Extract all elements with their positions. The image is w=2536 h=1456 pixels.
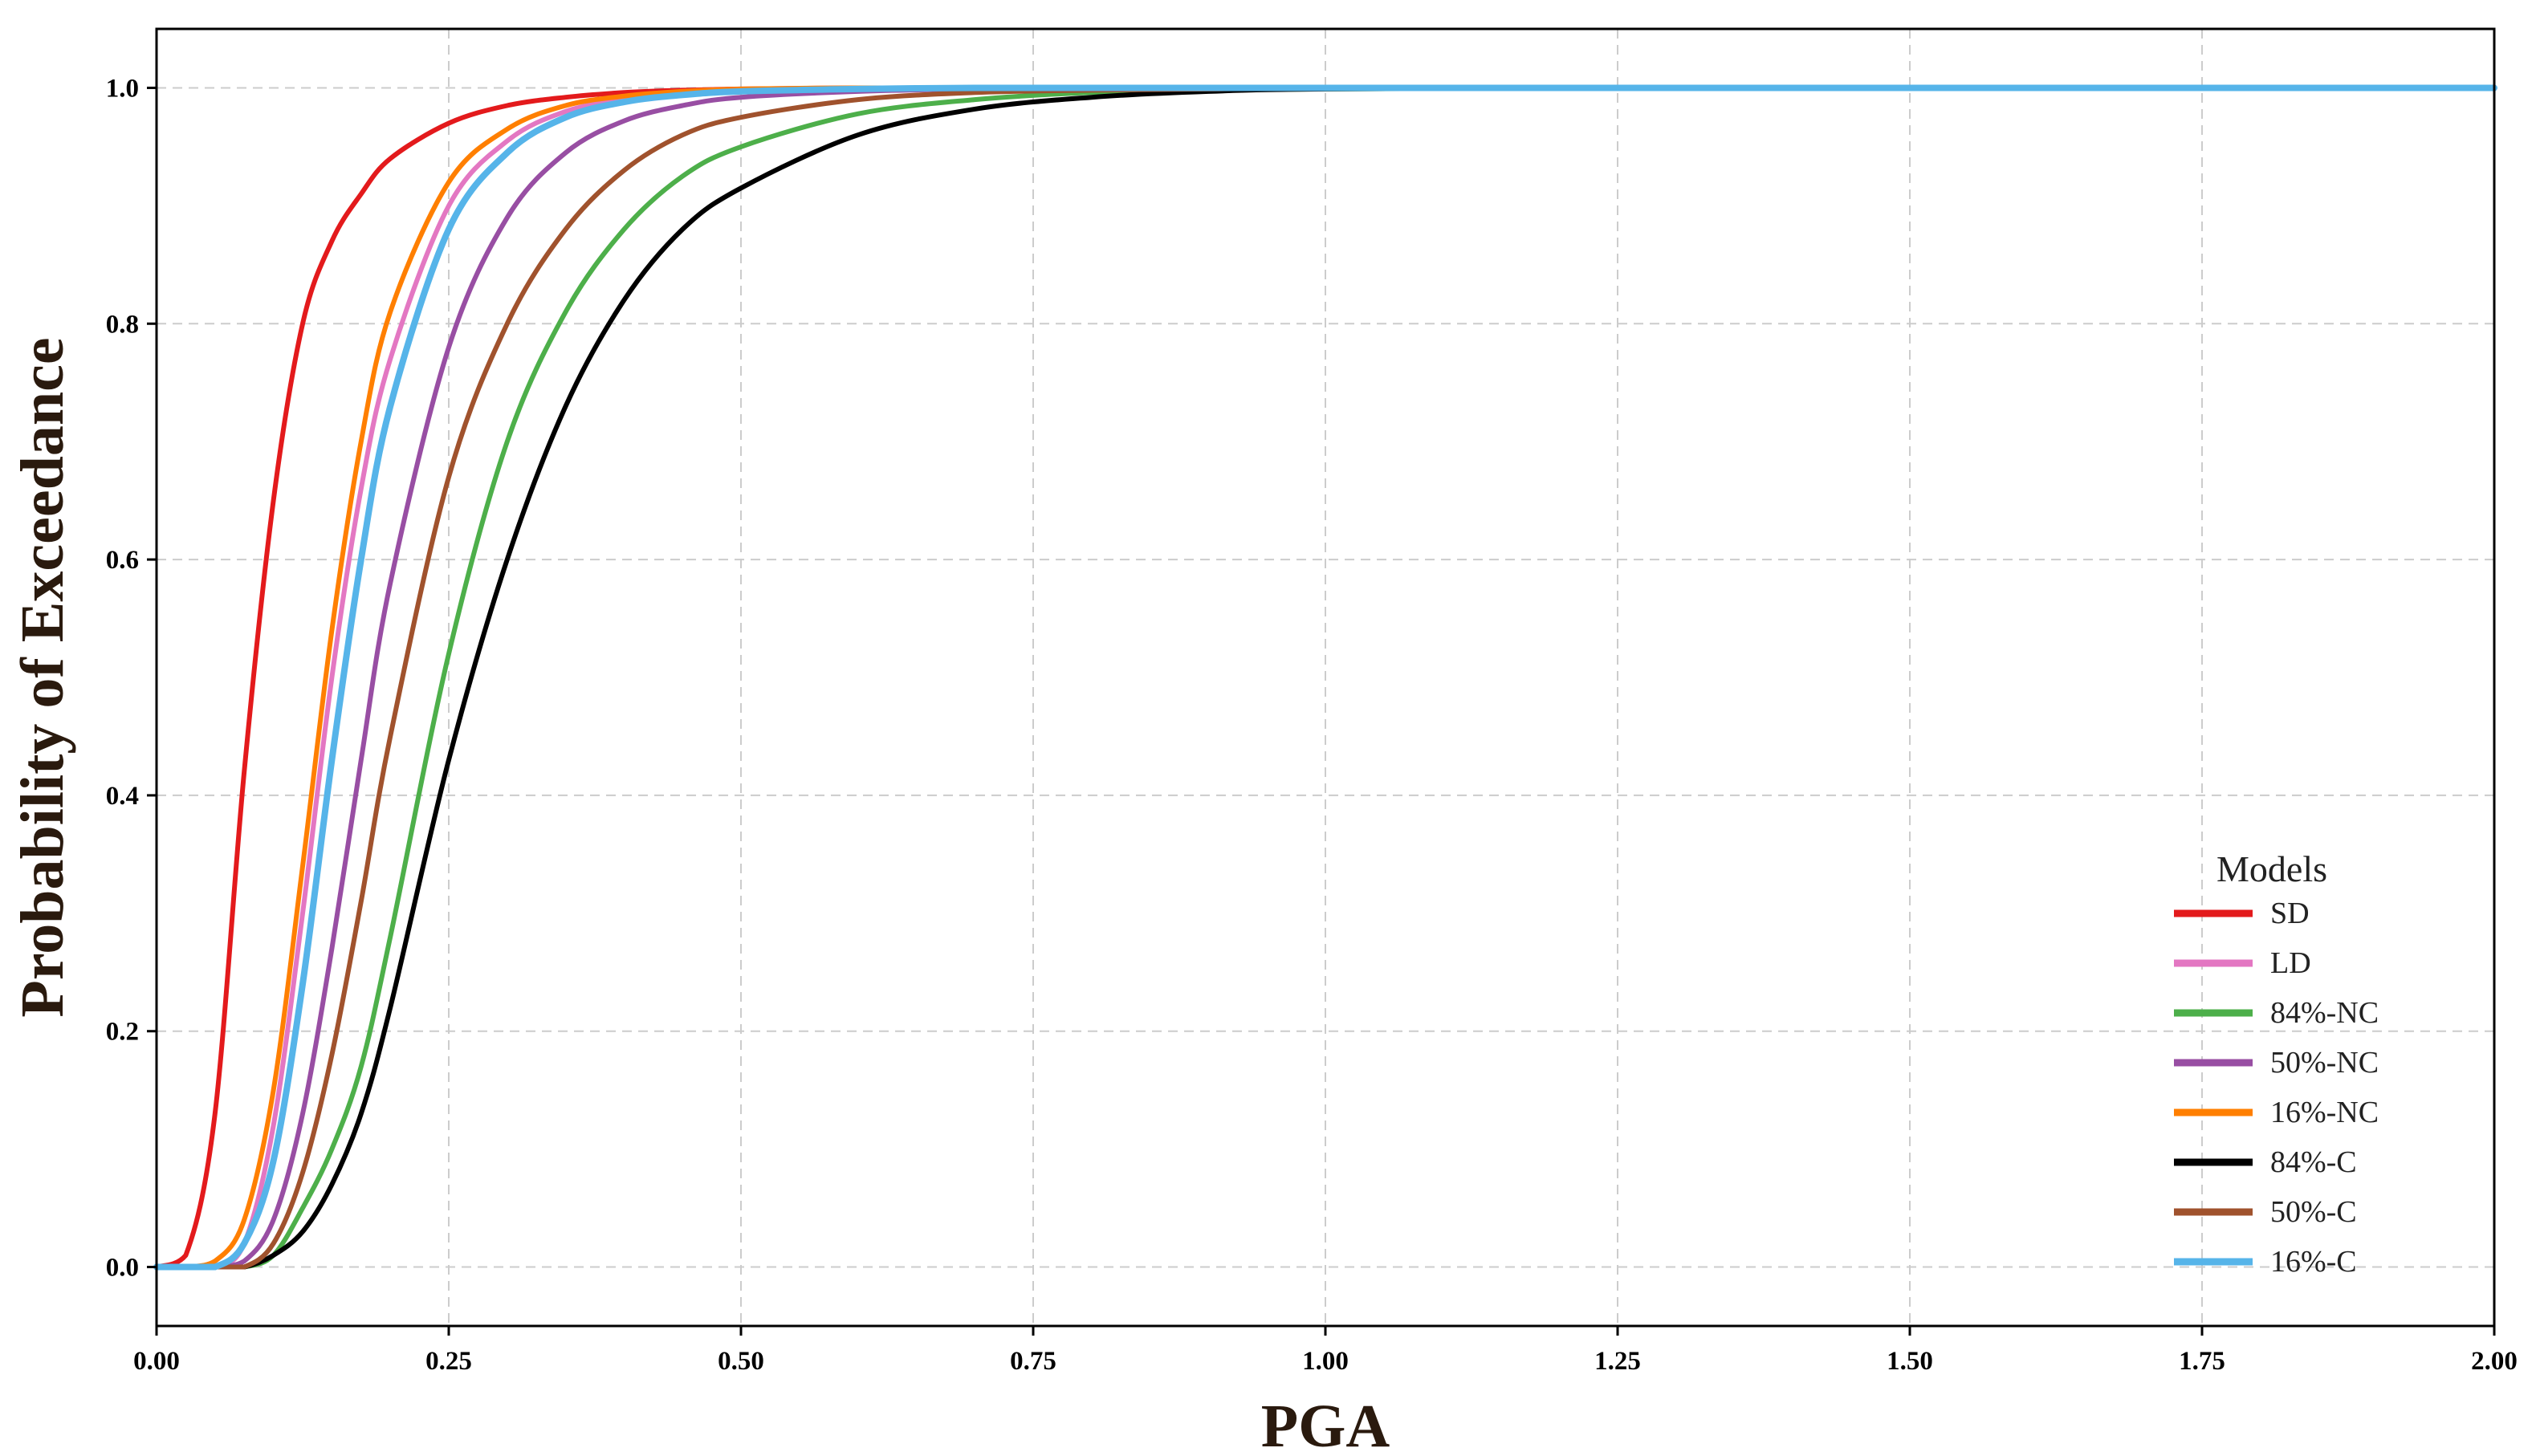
legend-title: Models [2216,848,2327,889]
x-axis-ticks: 0.00 0.25 0.50 0.75 1.00 1.25 1.50 1.75 2.00 [133,1326,2518,1376]
x-tick-label: 1.25 [1594,1347,1641,1376]
legend-label: 16%-C [2270,1245,2357,1279]
x-tick-label: 0.75 [1010,1347,1056,1376]
series-lines [153,84,2497,1271]
x-tick-label: 2.00 [2471,1347,2518,1376]
legend-label: LD [2270,946,2311,980]
y-axis-ticks: 0.0 0.2 0.4 0.6 0.8 1.0 [106,74,157,1283]
y-axis-title: Probability of Exceedance [9,337,76,1017]
legend: Models SD LD 84%-NC 50%-NC 16%-NC 84%-C 50%-C 1… [2174,848,2379,1279]
x-tick-label: 0.25 [425,1347,472,1376]
legend-label: SD [2270,897,2310,930]
legend-label: 50%-C [2270,1195,2357,1229]
y-tick-label: 0.4 [106,782,139,811]
y-tick-label: 1.0 [106,74,139,103]
x-tick-label: 1.00 [1302,1347,1349,1376]
y-tick-label: 0.6 [106,546,139,575]
x-axis-title: PGA [1261,1393,1390,1456]
legend-label: 50%-NC [2270,1046,2379,1080]
y-tick-label: 0.0 [106,1254,139,1283]
legend-label: 84%-C [2270,1145,2357,1179]
x-tick-label: 1.50 [1887,1347,1933,1376]
legend-label: 84%-NC [2270,996,2379,1030]
x-tick-label: 0.00 [133,1347,180,1376]
x-tick-label: 1.75 [2179,1347,2225,1376]
x-tick-label: 0.50 [718,1347,764,1376]
y-tick-label: 0.8 [106,310,139,339]
y-tick-label: 0.2 [106,1018,139,1047]
legend-label: 16%-NC [2270,1096,2379,1129]
grid-lines [156,29,2495,1326]
series-line-16pct-c [153,84,2497,1271]
